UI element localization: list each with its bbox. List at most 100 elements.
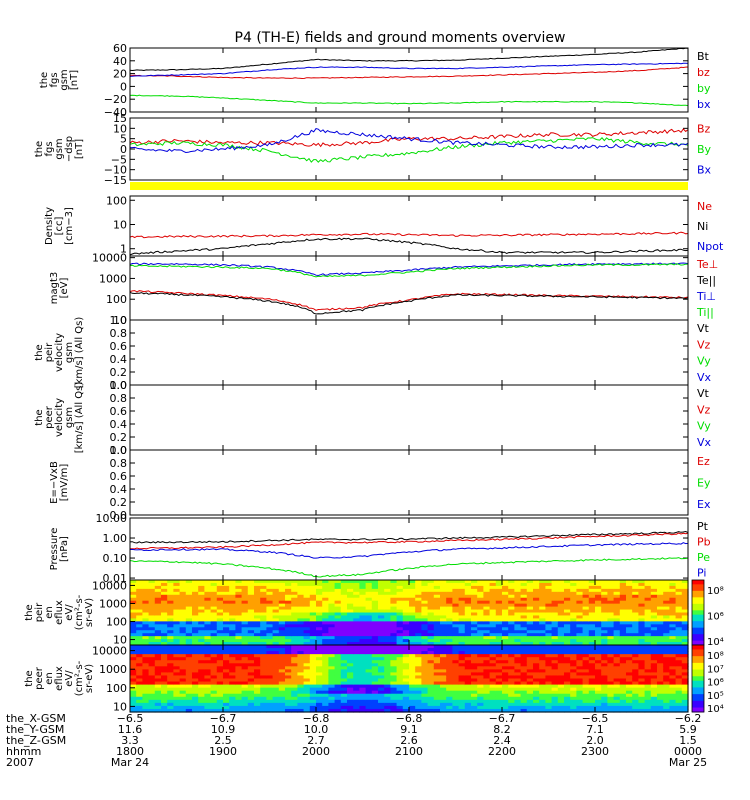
spectrogram-cell (601, 600, 608, 605)
spectrogram-cell (595, 660, 602, 664)
spectrogram-cell (347, 657, 354, 661)
spectrogram-cell (130, 597, 137, 602)
spectrogram-cell (353, 612, 360, 617)
spectrogram-cell (340, 684, 348, 689)
spectrogram-cell (632, 612, 639, 617)
spectrogram-cell (564, 606, 571, 611)
spectrogram-cell (464, 666, 472, 670)
spectrogram-cell (359, 708, 367, 713)
spectrogram-cell (545, 702, 553, 707)
spectrogram-cell (669, 585, 677, 590)
spectrogram-cell (526, 624, 534, 628)
spectrogram-cell (136, 693, 143, 698)
spectrogram-cell (613, 666, 621, 670)
y-axis-label-line: velocity (54, 398, 65, 437)
spectrogram-cell (533, 693, 540, 698)
spectrogram-cell (477, 585, 484, 590)
spectrogram-cell (650, 687, 658, 692)
spectrogram-cell (254, 609, 261, 614)
spectrogram-cell (632, 690, 639, 695)
legend-entry: Ne (697, 200, 712, 213)
spectrogram-cell (638, 684, 646, 689)
spectrogram-cell (415, 603, 422, 608)
y-axis-label-line: (cm²-s- (74, 594, 85, 630)
spectrogram-cell (564, 621, 571, 625)
spectrogram-cell (402, 582, 410, 587)
spectrogram-cell (396, 606, 404, 611)
spectrogram-cell (576, 690, 584, 695)
spectrogram-cell (272, 651, 280, 655)
spectrogram-cell (254, 708, 261, 713)
spectrogram-cell (502, 615, 509, 620)
spectrogram-cell (576, 627, 584, 631)
spectrogram-cell (464, 645, 472, 649)
spectrogram-cell (322, 660, 329, 664)
spectrogram-cell (173, 594, 181, 599)
spectrogram-cell (185, 669, 193, 674)
spectrogram-cell (198, 612, 205, 617)
spectrogram-cell (613, 648, 621, 652)
spectrogram-cell (427, 690, 435, 695)
spectrogram-cell (359, 684, 367, 689)
spectrogram-cell (210, 657, 218, 661)
spectrogram-cell (570, 687, 577, 692)
spectrogram-cell (396, 690, 404, 695)
spectrogram-cell (526, 645, 534, 649)
spectrogram-cell (334, 642, 342, 646)
spectrogram-cell (650, 585, 658, 590)
spectrogram-cell (359, 675, 367, 680)
spectrogram-cell (477, 588, 484, 593)
spectrogram-cell (241, 633, 249, 637)
spectrogram-cell (136, 681, 143, 686)
spectrogram-cell (619, 687, 627, 692)
spectrogram-cell (260, 657, 267, 661)
spectrogram-cell (681, 696, 689, 701)
spectrogram-cell (626, 669, 633, 674)
spectrogram-cell (297, 693, 305, 698)
spectrogram-cell (402, 705, 410, 710)
spectrogram-cell (179, 585, 187, 590)
spectrogram-cell (644, 600, 652, 605)
spectrogram-cell (539, 675, 546, 680)
spectrogram-cell (396, 669, 404, 674)
spectrogram-cell (136, 606, 143, 611)
spectrogram-cell (570, 657, 577, 661)
spectrogram-cell (663, 696, 670, 701)
spectrogram-cell (254, 612, 261, 617)
spectrogram-cell (173, 588, 181, 593)
spectrogram-cell (365, 597, 373, 602)
spectrogram-cell (309, 651, 317, 655)
spectrogram-cell (675, 666, 683, 670)
spectrogram-cell (545, 597, 553, 602)
spectrogram-cell (626, 690, 633, 695)
spectrogram-cell (477, 630, 484, 634)
spectrogram-cell (340, 582, 348, 587)
spectrogram-cell (502, 678, 509, 683)
spectrogram-cell (471, 669, 478, 674)
spectrogram-cell (353, 600, 360, 605)
spectrogram-cell (192, 633, 199, 637)
spectrogram-cell (650, 681, 658, 686)
spectrogram-cell (526, 594, 534, 599)
y-axis-label-line: eV/ (64, 604, 75, 621)
spectrogram-cell (142, 609, 150, 614)
spectrogram-cell (359, 702, 367, 707)
spectrogram-cell (340, 651, 348, 655)
spectrogram-cell (576, 615, 584, 620)
spectrogram-cell (508, 594, 515, 599)
spectrogram-cell (185, 582, 193, 587)
spectrogram-cell (334, 636, 342, 640)
spectrogram-cell (520, 708, 528, 713)
spectrogram-cell (619, 624, 627, 628)
colorbar-swatch (692, 658, 704, 662)
x-axis-cell: 2.7 (307, 734, 325, 747)
spectrogram-cell (260, 597, 267, 602)
spectrogram-cell (626, 651, 633, 655)
spectrogram-cell (508, 582, 515, 587)
spectrogram-cell (539, 699, 546, 704)
spectrogram-cell (502, 603, 509, 608)
spectrogram-cell (644, 648, 652, 652)
spectrogram-cell (638, 666, 646, 670)
y-axis-label-line: Density (44, 207, 55, 245)
spectrogram-cell (216, 657, 224, 661)
